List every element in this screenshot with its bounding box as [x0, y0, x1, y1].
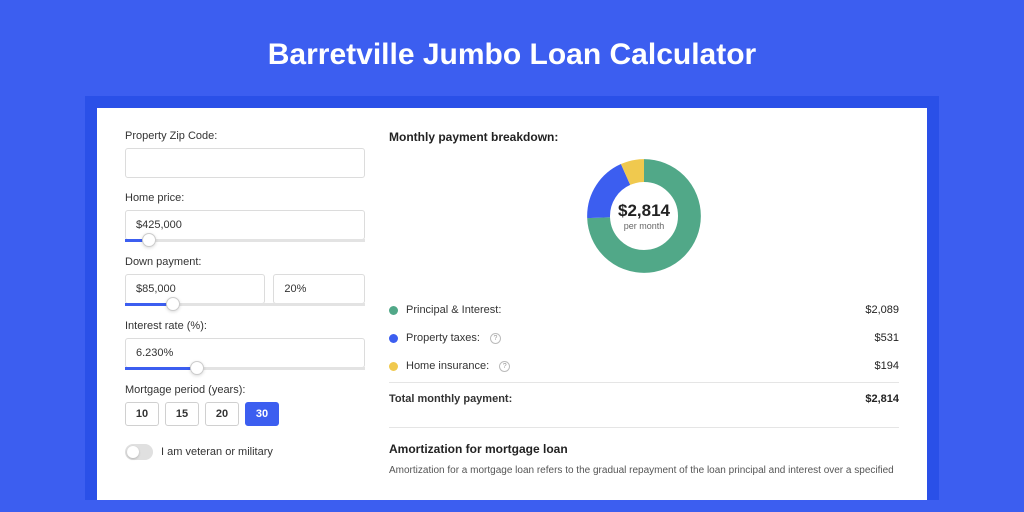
legend-row-principal: Principal & Interest: $2,089	[389, 296, 899, 324]
breakdown-column: Monthly payment breakdown: $2,814 per mo…	[389, 130, 899, 478]
down-payment-slider-thumb[interactable]	[166, 297, 180, 311]
legend-row-total: Total monthly payment: $2,814	[389, 382, 899, 413]
donut-chart-wrap: $2,814 per month	[389, 156, 899, 276]
interest-rate-input[interactable]	[125, 338, 365, 368]
legend-dot-insurance	[389, 362, 398, 371]
veteran-row: I am veteran or military	[125, 444, 365, 460]
interest-rate-slider[interactable]	[125, 367, 365, 370]
legend-row-insurance: Home insurance: ? $194	[389, 352, 899, 380]
veteran-toggle[interactable]	[125, 444, 153, 460]
down-payment-input[interactable]	[125, 274, 265, 304]
home-price-slider[interactable]	[125, 239, 365, 242]
page-header: Barretville Jumbo Loan Calculator	[0, 0, 1024, 96]
legend-label-insurance: Home insurance:	[406, 360, 489, 372]
veteran-label: I am veteran or military	[161, 446, 273, 458]
legend-value-taxes: $531	[875, 332, 899, 344]
zip-label: Property Zip Code:	[125, 130, 365, 142]
help-icon[interactable]: ?	[490, 333, 501, 344]
period-btn-20[interactable]: 20	[205, 402, 239, 426]
legend-value-total: $2,814	[865, 393, 899, 405]
legend-dot-taxes	[389, 334, 398, 343]
interest-rate-group: Interest rate (%):	[125, 320, 365, 370]
legend-dot-principal	[389, 306, 398, 315]
amortization-text: Amortization for a mortgage loan refers …	[389, 464, 899, 478]
donut-center: $2,814 per month	[584, 156, 704, 276]
page-title: Barretville Jumbo Loan Calculator	[0, 38, 1024, 72]
legend-label-principal: Principal & Interest:	[406, 304, 501, 316]
legend-row-taxes: Property taxes: ? $531	[389, 324, 899, 352]
down-payment-label: Down payment:	[125, 256, 365, 268]
donut-sub: per month	[624, 221, 665, 231]
down-payment-group: Down payment:	[125, 256, 365, 306]
interest-rate-label: Interest rate (%):	[125, 320, 365, 332]
legend-value-principal: $2,089	[865, 304, 899, 316]
home-price-label: Home price:	[125, 192, 365, 204]
home-price-input[interactable]	[125, 210, 365, 240]
donut-chart: $2,814 per month	[584, 156, 704, 276]
home-price-group: Home price:	[125, 192, 365, 242]
period-buttons: 10 15 20 30	[125, 402, 365, 426]
calculator-card: Property Zip Code: Home price: Down paym…	[97, 108, 927, 500]
period-btn-10[interactable]: 10	[125, 402, 159, 426]
legend-value-insurance: $194	[875, 360, 899, 372]
zip-input[interactable]	[125, 148, 365, 178]
donut-amount: $2,814	[618, 201, 670, 221]
amortization-section: Amortization for mortgage loan Amortizat…	[389, 427, 899, 478]
interest-rate-slider-thumb[interactable]	[190, 361, 204, 375]
period-btn-30[interactable]: 30	[245, 402, 279, 426]
down-payment-pct-input[interactable]	[273, 274, 365, 304]
help-icon[interactable]: ?	[499, 361, 510, 372]
zip-group: Property Zip Code:	[125, 130, 365, 178]
legend-label-total: Total monthly payment:	[389, 393, 512, 405]
breakdown-title: Monthly payment breakdown:	[389, 130, 899, 144]
interest-rate-slider-fill	[125, 367, 197, 370]
form-column: Property Zip Code: Home price: Down paym…	[125, 130, 365, 478]
legend-label-taxes: Property taxes:	[406, 332, 480, 344]
home-price-slider-thumb[interactable]	[142, 233, 156, 247]
period-btn-15[interactable]: 15	[165, 402, 199, 426]
period-group: Mortgage period (years): 10 15 20 30	[125, 384, 365, 426]
outer-card: Property Zip Code: Home price: Down paym…	[85, 96, 939, 500]
amortization-title: Amortization for mortgage loan	[389, 442, 899, 456]
down-payment-slider[interactable]	[125, 303, 365, 306]
period-label: Mortgage period (years):	[125, 384, 365, 396]
